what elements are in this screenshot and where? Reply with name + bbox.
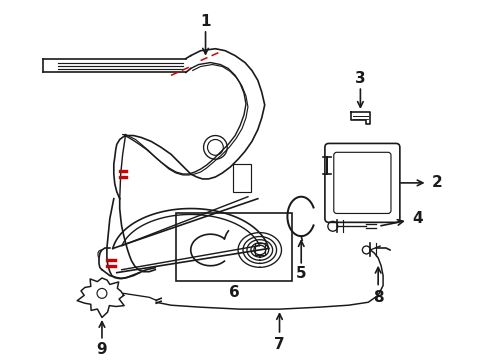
Bar	[233, 164, 250, 192]
Text: 5: 5	[295, 266, 306, 281]
Text: 3: 3	[354, 71, 365, 86]
Text: 9: 9	[97, 342, 107, 357]
Text: 6: 6	[228, 285, 239, 300]
Text: 8: 8	[372, 290, 383, 305]
Text: 4: 4	[411, 211, 422, 226]
Bar	[176, 213, 292, 280]
Text: 1: 1	[200, 14, 210, 28]
Text: 7: 7	[274, 337, 284, 352]
Polygon shape	[77, 278, 124, 318]
Bar	[254, 243, 264, 255]
Text: 2: 2	[431, 175, 442, 190]
